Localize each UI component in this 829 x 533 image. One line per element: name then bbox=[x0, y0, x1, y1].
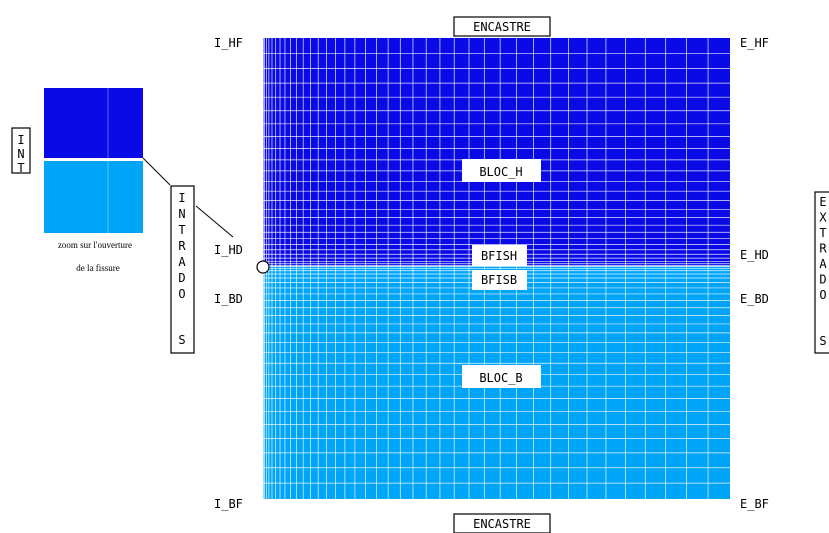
encastre-top-box bbox=[453, 16, 551, 37]
bloc-h-bg bbox=[462, 159, 541, 182]
extrados-box bbox=[814, 191, 829, 354]
bfish-bg bbox=[472, 245, 527, 266]
vertical-letter: E bbox=[819, 195, 826, 209]
int-box bbox=[11, 127, 31, 174]
bfisb-bg bbox=[472, 270, 527, 290]
encastre-bottom-label: ENCASTRE bbox=[473, 517, 531, 531]
e-bd-label: E_BD bbox=[740, 292, 769, 306]
vertical-letter: X bbox=[819, 211, 827, 225]
vertical-letter: D bbox=[178, 271, 185, 285]
vertical-letter: I bbox=[178, 191, 185, 205]
crack-tip-marker bbox=[256, 260, 270, 274]
vertical-letter: N bbox=[178, 207, 185, 221]
e-bf-label: E_BF bbox=[740, 497, 769, 511]
bfisb-label: BFISB bbox=[481, 273, 517, 287]
i-hf-label: I_HF bbox=[214, 36, 243, 50]
upper-block bbox=[263, 38, 730, 266]
vertical-letter: S bbox=[819, 334, 826, 348]
zoom-lower-block bbox=[44, 161, 143, 233]
bfish-label: BFISH bbox=[481, 249, 517, 263]
bloc-b-bg bbox=[462, 365, 541, 388]
vertical-letter: O bbox=[178, 287, 185, 301]
vertical-letter: T bbox=[178, 223, 185, 237]
e-hf-label: E_HF bbox=[740, 36, 769, 50]
i-hd-label: I_HD bbox=[214, 243, 243, 257]
bloc-h-label: BLOC_H bbox=[479, 165, 522, 179]
vertical-letter: R bbox=[178, 239, 186, 253]
i-bf-label: I_BF bbox=[214, 497, 243, 511]
i-bd-label: I_BD bbox=[214, 292, 243, 306]
zoom-caption-line2: de la fissure bbox=[76, 263, 119, 273]
vertical-letter: A bbox=[178, 255, 186, 269]
zoom-caption-line1: zoom sur l'ouverture bbox=[58, 240, 132, 250]
e-hd-label: E_HD bbox=[740, 248, 769, 262]
vertical-letter: I bbox=[17, 133, 24, 147]
vertical-letter: O bbox=[819, 288, 826, 302]
zoom-upper-block bbox=[44, 88, 143, 158]
vertical-letter: T bbox=[819, 226, 826, 240]
intrados-leader-line bbox=[195, 205, 234, 238]
vertical-letter: N bbox=[17, 147, 24, 161]
vertical-letter: R bbox=[819, 242, 827, 256]
encastre-top-label: ENCASTRE bbox=[473, 20, 531, 34]
vertical-letter: D bbox=[819, 273, 826, 287]
vertical-letter: A bbox=[819, 257, 827, 271]
vertical-letter: T bbox=[17, 161, 24, 175]
intrados-box bbox=[170, 185, 195, 354]
zoom-leader-line bbox=[142, 157, 171, 186]
bloc-b-label: BLOC_B bbox=[479, 371, 522, 385]
int-word: INT bbox=[17, 133, 24, 175]
vertical-letter: S bbox=[178, 333, 185, 347]
encastre-bottom-box bbox=[453, 513, 551, 533]
